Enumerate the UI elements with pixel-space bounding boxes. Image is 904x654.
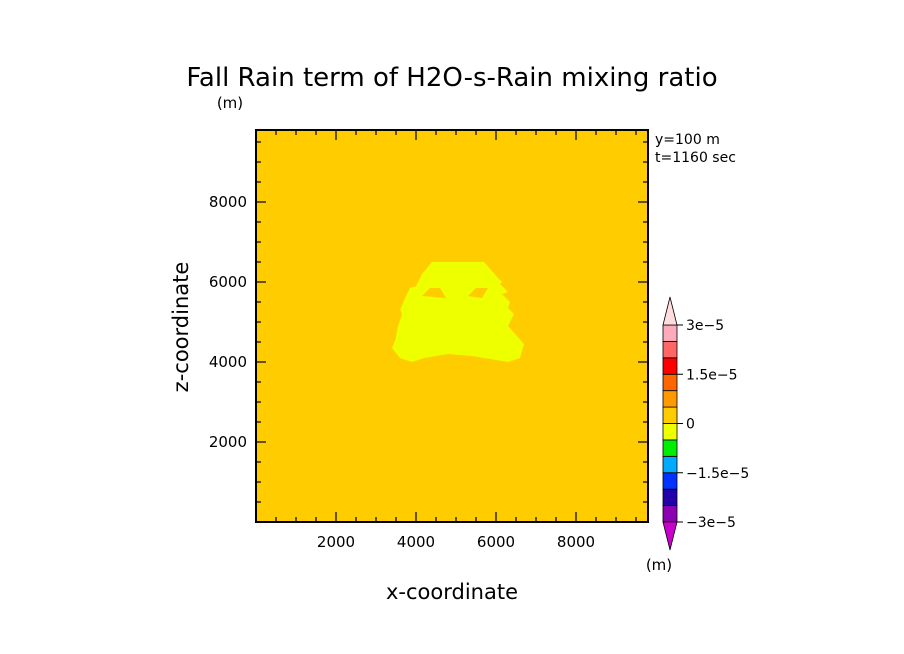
annotation-y: y=100 m	[655, 132, 720, 148]
colorbar-swatch	[662, 455, 678, 474]
colorbar-top-arrow	[662, 296, 678, 326]
colorbar-swatch	[662, 488, 678, 506]
colorbar-swatch	[662, 505, 678, 523]
colorbar-label: 0	[686, 417, 695, 433]
colorbar-label: 3e−5	[686, 318, 724, 334]
annotation-t: t=1160 sec	[655, 150, 736, 166]
region-hole-1	[468, 288, 488, 298]
x-tick-label: 8000	[557, 533, 595, 551]
colorbar-label: −1.5e−5	[686, 466, 749, 482]
x-tick-label: 4000	[397, 533, 435, 551]
colorbar-swatch	[662, 439, 678, 457]
colorbar-swatch	[662, 341, 678, 359]
colorbar-label: 1.5e−5	[686, 367, 738, 383]
colorbar-swatch	[662, 423, 678, 441]
y-tick-label: 2000	[209, 433, 247, 451]
colorbar-swatch	[662, 357, 678, 375]
colorbar-bottom-arrow	[662, 521, 678, 551]
x-tick-label: 6000	[477, 533, 515, 551]
colorbar-swatch	[662, 324, 678, 342]
colorbar-label: −3e−5	[686, 515, 736, 531]
x-tick-label: 2000	[317, 533, 355, 551]
colorbar-units: (m)	[646, 556, 672, 574]
x-axis: 2000 4000 6000 8000	[275, 130, 637, 551]
title-units: (m)	[217, 94, 243, 112]
colorbar-swatch	[662, 406, 678, 424]
region-hole-0	[422, 288, 446, 298]
y-axis-label: z-coordinate	[169, 262, 193, 393]
x-axis-label: x-coordinate	[386, 580, 518, 604]
colorbar-swatch	[662, 472, 678, 490]
plot-area	[255, 129, 649, 523]
y-tick-label: 8000	[209, 193, 247, 211]
y-tick-label: 6000	[209, 273, 247, 291]
y-axis: 2000 4000 6000 8000	[209, 141, 648, 503]
region-contour	[392, 262, 524, 362]
y-tick-label: 4000	[209, 353, 247, 371]
colorbar-swatch	[662, 390, 678, 408]
plot-frame	[255, 129, 649, 523]
colorbar-swatch	[662, 373, 678, 392]
chart-title: Fall Rain term of H2O-s-Rain mixing rati…	[186, 63, 717, 93]
colorbar: −3e−5 −1.5e−5 0 1.5e−5 3e−5	[662, 296, 749, 551]
